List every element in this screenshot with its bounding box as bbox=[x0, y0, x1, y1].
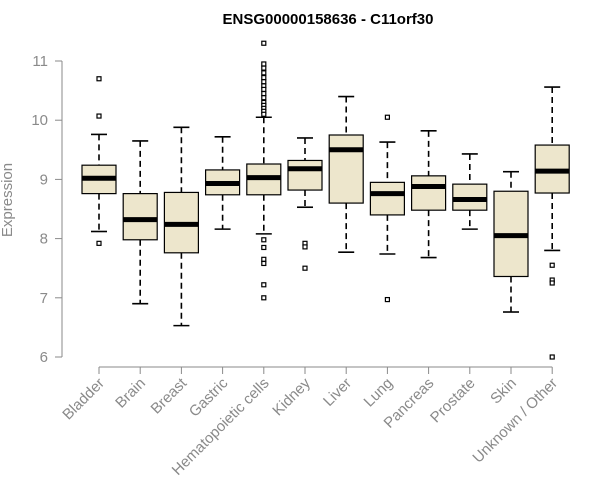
outlier-point bbox=[261, 295, 267, 301]
outlier-point bbox=[261, 40, 267, 46]
outlier-point bbox=[261, 260, 267, 267]
outlier-point bbox=[549, 354, 555, 360]
outlier-point bbox=[549, 262, 555, 268]
box-lung bbox=[369, 114, 405, 303]
outlier-point bbox=[302, 244, 308, 250]
y-tick-label: 8 bbox=[40, 231, 48, 248]
y-axis-label: Expression bbox=[0, 163, 16, 237]
box-kidney bbox=[287, 137, 323, 271]
iqr-box bbox=[411, 175, 447, 211]
outlier-point bbox=[96, 240, 102, 246]
box-pancreas bbox=[411, 130, 447, 259]
y-tick-label: 11 bbox=[32, 53, 48, 70]
outlier-point bbox=[261, 244, 267, 251]
outlier-point bbox=[261, 282, 267, 288]
outlier-point bbox=[302, 265, 308, 271]
outlier-point bbox=[261, 86, 267, 93]
outlier-point bbox=[261, 90, 267, 97]
outlier-point bbox=[96, 113, 102, 119]
x-tick-label: Bladder bbox=[59, 375, 108, 424]
y-tick-label: 10 bbox=[31, 112, 48, 129]
box-brain bbox=[122, 140, 158, 305]
iqr-box bbox=[122, 193, 158, 241]
y-tick-label: 6 bbox=[40, 349, 48, 366]
outlier-point bbox=[261, 65, 267, 71]
box-prostate bbox=[452, 153, 488, 230]
y-tick-label: 9 bbox=[40, 171, 48, 188]
outlier-point bbox=[384, 114, 390, 120]
outlier-point bbox=[261, 74, 267, 81]
chart-title: ENSG00000158636 - C11orf30 bbox=[223, 11, 434, 28]
outlier-point bbox=[261, 256, 267, 262]
outlier-point bbox=[261, 61, 267, 67]
y-axis: 6 7 8 9 10 11 bbox=[31, 53, 63, 366]
box-hematopoietic-cells bbox=[246, 40, 282, 301]
outlier-point bbox=[261, 111, 267, 117]
outlier-point bbox=[549, 280, 555, 286]
iqr-box bbox=[287, 159, 323, 191]
box-liver bbox=[328, 95, 364, 254]
x-tick-label: Kidney bbox=[269, 374, 314, 419]
box-gastric bbox=[205, 135, 241, 230]
outlier-point bbox=[384, 296, 390, 303]
outlier-point bbox=[261, 95, 267, 101]
iqr-box bbox=[328, 134, 364, 204]
outlier-point bbox=[96, 76, 102, 82]
x-tick-label: Prostate bbox=[427, 375, 479, 427]
x-tick-label: Brain bbox=[112, 375, 149, 412]
box-bladder bbox=[81, 76, 117, 246]
x-tick-label: Breast bbox=[148, 374, 191, 417]
box-breast bbox=[163, 126, 199, 327]
x-tick-label: Liver bbox=[320, 375, 355, 410]
x-tick-label: Lung bbox=[361, 375, 397, 411]
outlier-point bbox=[261, 70, 267, 76]
outlier-point bbox=[261, 79, 267, 85]
y-tick-label: 7 bbox=[40, 290, 48, 307]
outlier-point bbox=[261, 237, 267, 243]
x-tick-label: Skin bbox=[487, 375, 520, 408]
iqr-box bbox=[369, 181, 405, 216]
box-unknown-other bbox=[534, 86, 570, 360]
plot-area bbox=[81, 40, 570, 360]
box-skin bbox=[493, 170, 529, 313]
